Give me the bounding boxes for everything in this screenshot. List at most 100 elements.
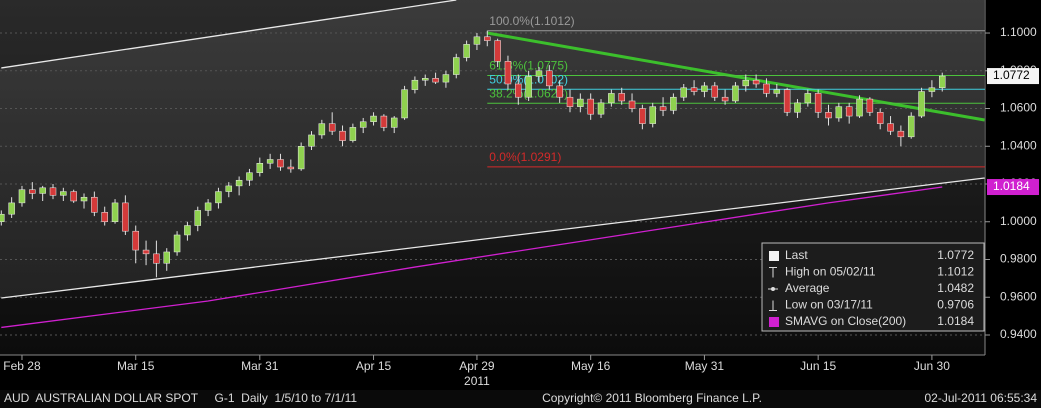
candle-body xyxy=(153,253,160,264)
candle-body xyxy=(835,106,843,119)
candle-body xyxy=(380,115,388,128)
candle-body xyxy=(390,117,398,128)
candle-body xyxy=(29,189,36,194)
candle-body xyxy=(887,123,894,132)
candle-body xyxy=(504,61,512,85)
candle-body xyxy=(597,102,605,115)
candle-body xyxy=(256,163,264,173)
value-badge-label: 1.0184 xyxy=(993,179,1030,193)
candle-body xyxy=(866,98,874,113)
candle-body xyxy=(732,85,739,102)
candle-body xyxy=(670,96,677,111)
x-tick-label: Jun 30 xyxy=(914,359,950,373)
fib-label: 100.0%(1.1012) xyxy=(489,14,574,28)
candle-body xyxy=(484,36,491,41)
candle-body xyxy=(8,202,15,215)
candle-body xyxy=(845,106,853,117)
candle-body xyxy=(49,187,57,196)
legend-icon xyxy=(771,287,775,291)
candle-body xyxy=(60,191,67,196)
candle-body xyxy=(266,159,274,164)
value-badge-label: 1.0772 xyxy=(993,68,1030,82)
candle-body xyxy=(918,91,925,117)
y-tick-label: 0.9400 xyxy=(1000,327,1037,341)
legend-box xyxy=(761,242,985,332)
candle-body xyxy=(494,40,501,62)
candle-body xyxy=(587,98,594,115)
candle-body xyxy=(473,36,481,45)
candle-body xyxy=(163,251,170,264)
candle-body xyxy=(804,93,812,104)
candle-body xyxy=(566,96,574,107)
candle-body xyxy=(649,106,656,124)
y-tick-label: 1.0000 xyxy=(1000,214,1037,228)
candle-body xyxy=(546,70,553,87)
candle-body xyxy=(525,76,532,98)
fib-label: 0.0%(1.0291) xyxy=(489,150,561,164)
candle-body xyxy=(101,212,108,223)
y-tick-label: 1.0600 xyxy=(1000,101,1037,115)
candle-body xyxy=(184,225,191,236)
candle-body xyxy=(515,83,522,98)
candle-body xyxy=(701,85,708,92)
footer-center: Copyright© 2011 Bloomberg Finance L.P. xyxy=(542,391,762,405)
candle-body xyxy=(825,112,832,119)
candle-body xyxy=(328,123,336,132)
candle-body xyxy=(453,57,460,75)
legend: Last 1.0772 High on 05/02/11 1.1012 Average 1… xyxy=(761,242,985,332)
candle-body xyxy=(556,85,563,98)
footer-left: AUD AUSTRALIAN DOLLAR SPOT G-1 Daily 1/5… xyxy=(4,391,357,405)
candle-body xyxy=(907,115,915,138)
legend-value: 1.0184 xyxy=(937,314,974,328)
candle-body xyxy=(225,185,233,192)
legend-label: Low on 03/17/11 xyxy=(785,298,873,312)
candle-body xyxy=(287,166,295,170)
x-tick-label: Feb 28 xyxy=(3,359,41,373)
legend-icon xyxy=(769,251,779,261)
candle-body xyxy=(680,87,687,98)
candle-body xyxy=(215,191,222,204)
candle-body xyxy=(763,83,770,94)
x-tick-label: Apr 15 xyxy=(356,359,392,373)
candle-body xyxy=(18,189,26,204)
candle-body xyxy=(173,234,181,253)
candle-body xyxy=(401,89,408,119)
candle-body xyxy=(577,98,584,107)
candle-body xyxy=(742,79,750,87)
legend-label: Average xyxy=(785,281,830,295)
candle-body xyxy=(0,213,5,223)
candle-body xyxy=(618,93,625,102)
candle-body xyxy=(339,130,346,141)
trendline xyxy=(1,0,457,69)
fib-label: 61.8%(1.0775) xyxy=(489,59,568,73)
candle-body xyxy=(938,75,946,89)
y-tick-label: 1.1000 xyxy=(1000,25,1037,39)
footer-right: 02-Jul-2011 06:55:34 xyxy=(924,391,1037,405)
candle-body xyxy=(608,93,615,104)
legend-label: SMAVG on Close(200) xyxy=(785,314,906,328)
x-tick-label: Mar 31 xyxy=(241,359,279,373)
candle-body xyxy=(432,78,439,83)
candle-body xyxy=(421,78,429,81)
candle-body xyxy=(70,191,77,202)
y-tick-label: 0.9800 xyxy=(1000,252,1037,266)
candle-body xyxy=(783,89,791,113)
candle-body xyxy=(132,230,139,251)
candle-body xyxy=(122,202,129,232)
candle-body xyxy=(463,44,470,58)
year-label: 2011 xyxy=(464,374,490,388)
candle-body xyxy=(773,89,781,94)
trendline xyxy=(1,177,985,299)
candle-body xyxy=(442,74,450,83)
candle-body xyxy=(39,187,46,194)
y-tick-label: 0.9600 xyxy=(1000,289,1037,303)
candle-body xyxy=(204,202,212,211)
candle-body xyxy=(308,134,315,147)
candle-body xyxy=(349,127,357,141)
candle-body xyxy=(91,196,98,213)
candle-body xyxy=(318,123,326,136)
legend-label: Last xyxy=(785,248,808,262)
candle-body xyxy=(711,85,719,98)
candle-body xyxy=(142,249,150,255)
